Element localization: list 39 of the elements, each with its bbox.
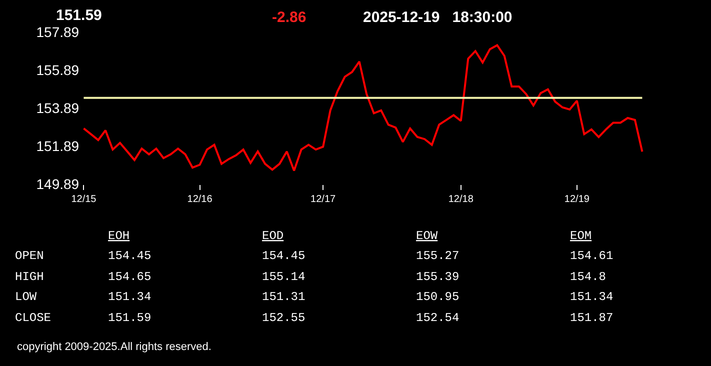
text: 154.8 bbox=[570, 270, 606, 284]
text: 152.54 bbox=[416, 311, 460, 325]
text: EOW bbox=[416, 229, 438, 243]
text: 151.34 bbox=[108, 290, 152, 304]
x-tick-label: 12/16 bbox=[187, 194, 213, 205]
text: CLOSE bbox=[15, 311, 52, 325]
y-tick-label: 151.89 bbox=[36, 138, 80, 154]
text: OPEN bbox=[15, 249, 44, 263]
text: 151.59 bbox=[56, 7, 102, 24]
text: 151.59 bbox=[108, 311, 152, 325]
text: EOH bbox=[108, 229, 130, 243]
text: 151.87 bbox=[570, 311, 614, 325]
y-tick-label: 157.89 bbox=[36, 24, 80, 40]
text: 151.34 bbox=[570, 290, 614, 304]
text: -2.86 bbox=[272, 9, 306, 26]
y-tick-label: 153.89 bbox=[36, 100, 80, 116]
text: EOM bbox=[570, 229, 592, 243]
text: 150.95 bbox=[416, 290, 460, 304]
text: LOW bbox=[15, 290, 38, 304]
text: 152.55 bbox=[262, 311, 306, 325]
text: 154.45 bbox=[262, 249, 306, 263]
text: 155.14 bbox=[262, 270, 306, 284]
text: copyright 2009-2025.All rights reserved. bbox=[17, 341, 212, 353]
text: 2025-12-19 18:30:00 bbox=[363, 9, 512, 26]
y-tick-label: 149.89 bbox=[36, 176, 80, 192]
y-tick-label: 155.89 bbox=[36, 62, 80, 78]
text: 155.27 bbox=[416, 249, 460, 263]
text: HIGH bbox=[15, 270, 44, 284]
text: EOD bbox=[262, 229, 284, 243]
x-tick-label: 12/15 bbox=[71, 194, 97, 205]
text: 151.31 bbox=[262, 290, 306, 304]
x-tick-label: 12/19 bbox=[564, 194, 590, 205]
text: 154.61 bbox=[570, 249, 614, 263]
text: 154.65 bbox=[108, 270, 152, 284]
text: 155.39 bbox=[416, 270, 460, 284]
text: 154.45 bbox=[108, 249, 152, 263]
x-tick-label: 12/18 bbox=[448, 194, 474, 205]
x-tick-label: 12/17 bbox=[310, 194, 336, 205]
line-series bbox=[82, 44, 644, 172]
